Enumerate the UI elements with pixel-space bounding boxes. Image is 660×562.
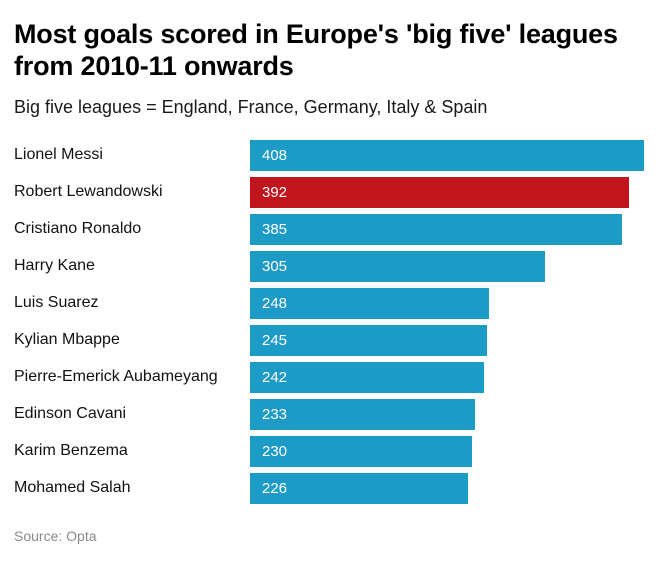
bar-value-label: 233 bbox=[262, 405, 288, 423]
player-label: Lionel Messi bbox=[14, 146, 103, 164]
player-label: Luis Suarez bbox=[14, 294, 99, 312]
bar-track: 242 bbox=[250, 361, 644, 393]
bar-value-label: 248 bbox=[262, 294, 288, 312]
player-label: Mohamed Salah bbox=[14, 479, 131, 497]
bar-value-label: 230 bbox=[262, 442, 288, 460]
bar-row: Edinson Cavani 233 bbox=[14, 398, 644, 430]
bar-row: Robert Lewandowski 392 bbox=[14, 176, 644, 208]
bar-value-label: 245 bbox=[262, 331, 288, 349]
bar-track: 385 bbox=[250, 213, 644, 245]
bar-highlighted: 392 bbox=[250, 176, 629, 208]
bar: 385 bbox=[250, 213, 622, 245]
bar-track: 245 bbox=[250, 324, 644, 356]
bar-track: 230 bbox=[250, 435, 644, 467]
bar-row: Pierre-Emerick Aubameyang 242 bbox=[14, 361, 644, 393]
bar-value-label: 242 bbox=[262, 368, 288, 386]
bar-row: Cristiano Ronaldo 385 bbox=[14, 213, 644, 245]
bar: 408 bbox=[250, 139, 644, 171]
player-label: Kylian Mbappe bbox=[14, 331, 120, 349]
bar: 230 bbox=[250, 435, 473, 467]
chart-title: Most goals scored in Europe's 'big five'… bbox=[14, 19, 618, 82]
bar-row: Harry Kane 305 bbox=[14, 250, 644, 282]
bar-row: Mohamed Salah 226 bbox=[14, 472, 644, 504]
player-label: Karim Benzema bbox=[14, 442, 128, 460]
bar-track: 233 bbox=[250, 398, 644, 430]
bar: 248 bbox=[250, 287, 490, 319]
player-label: Pierre-Emerick Aubameyang bbox=[14, 368, 218, 386]
bar: 245 bbox=[250, 324, 487, 356]
bar-row: Kylian Mbappe 245 bbox=[14, 324, 644, 356]
bar-row: Luis Suarez 248 bbox=[14, 287, 644, 319]
source-note: Source: Opta bbox=[14, 527, 97, 544]
bar: 233 bbox=[250, 398, 475, 430]
player-label: Harry Kane bbox=[14, 257, 95, 275]
bar-track: 408 bbox=[250, 139, 644, 171]
bar-track: 248 bbox=[250, 287, 644, 319]
bar-track: 305 bbox=[250, 250, 644, 282]
bar-row: Karim Benzema 230 bbox=[14, 435, 644, 467]
chart-subtitle: Big five leagues = England, France, Germ… bbox=[14, 96, 488, 117]
bar-value-label: 392 bbox=[262, 183, 288, 201]
bar: 226 bbox=[250, 472, 469, 504]
player-label: Robert Lewandowski bbox=[14, 183, 163, 201]
bar: 242 bbox=[250, 361, 484, 393]
player-label: Cristiano Ronaldo bbox=[14, 220, 142, 238]
bar-value-label: 385 bbox=[262, 220, 288, 238]
player-label: Edinson Cavani bbox=[14, 405, 127, 423]
bar-chart: Lionel Messi 408 Robert Lewandowski 392 Cris… bbox=[14, 139, 644, 504]
bar-value-label: 408 bbox=[262, 146, 288, 164]
bar-track: 226 bbox=[250, 472, 644, 504]
bar-track: 392 bbox=[250, 176, 644, 208]
bar-row: Lionel Messi 408 bbox=[14, 139, 644, 171]
bar: 305 bbox=[250, 250, 545, 282]
bar-value-label: 226 bbox=[262, 479, 288, 497]
bar-value-label: 305 bbox=[262, 257, 288, 275]
